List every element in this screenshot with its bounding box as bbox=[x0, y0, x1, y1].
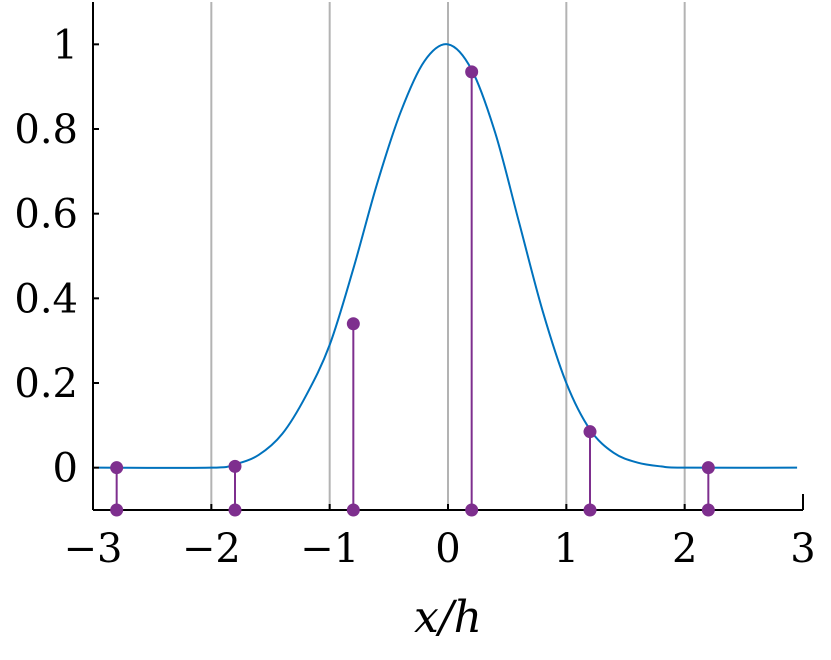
stem-base-point bbox=[228, 503, 242, 517]
y-tick-label: 0 bbox=[53, 446, 78, 492]
y-ticks: 0 0.2 0.4 0.6 0.8 1 bbox=[14, 22, 99, 492]
stem-point bbox=[465, 65, 479, 79]
stem-series bbox=[110, 65, 715, 517]
stem-base-point bbox=[583, 503, 597, 517]
x-ticks: −3 −2 −1 0 1 2 3 bbox=[64, 504, 816, 572]
y-tick-label: 1 bbox=[53, 22, 78, 68]
vertical-gridlines bbox=[210, 2, 686, 510]
stem-point bbox=[583, 425, 597, 439]
stem-base-point bbox=[701, 503, 715, 517]
stem-point bbox=[701, 461, 715, 475]
x-axis-title: x/h bbox=[414, 592, 482, 643]
y-tick-label: 0.8 bbox=[14, 107, 78, 153]
x-tick-label: −2 bbox=[182, 526, 241, 572]
x-tick-label: 1 bbox=[554, 526, 579, 572]
stem-base-point bbox=[110, 503, 124, 517]
curve-series bbox=[98, 43, 798, 469]
curve-line bbox=[98, 43, 798, 469]
y-tick-label: 0.4 bbox=[14, 276, 78, 322]
x-tick-label: −1 bbox=[300, 526, 359, 572]
x-tick-label: 2 bbox=[672, 526, 697, 572]
x-tick-label: 3 bbox=[790, 526, 815, 572]
y-tick-label: 0.2 bbox=[14, 361, 78, 407]
x-tick-label: −3 bbox=[64, 526, 123, 572]
stem-point bbox=[110, 461, 124, 475]
stem-point bbox=[346, 317, 360, 331]
stem-point bbox=[228, 459, 242, 473]
stem-base-point bbox=[346, 503, 360, 517]
stem-base-point bbox=[465, 503, 479, 517]
x-tick-label: 0 bbox=[435, 526, 460, 572]
y-tick-label: 0.6 bbox=[14, 192, 78, 238]
